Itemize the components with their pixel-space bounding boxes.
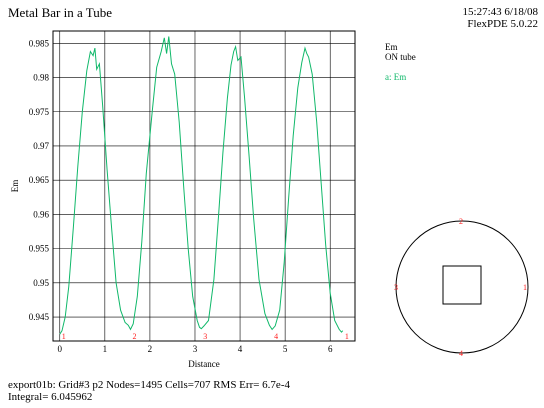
path-markers: 1 2 3 4 1 — [62, 332, 349, 341]
path-marker-label: 1 — [345, 332, 349, 341]
chart-title: Metal Bar in a Tube — [8, 5, 112, 20]
tube-marker-top: 2 — [459, 217, 463, 226]
x-axis-label: Distance — [188, 359, 220, 369]
y-tick-label: 0.985 — [29, 38, 50, 48]
y-tick-label: 0.975 — [29, 107, 50, 117]
x-tick-label: 1 — [103, 344, 108, 354]
axis-ticks: 0.945 0.95 0.955 0.96 0.965 0.97 0.975 0.98 0.98… — [29, 38, 333, 354]
legend-series-entry: a: Em — [385, 72, 407, 82]
series-line-em — [59, 36, 344, 335]
path-marker-label: 3 — [203, 332, 207, 341]
tube-marker-bottom: 4 — [459, 349, 463, 358]
y-tick-label: 0.945 — [29, 312, 50, 322]
legend-title: Em ON tube — [385, 42, 416, 62]
y-tick-label: 0.98 — [33, 73, 49, 83]
x-tick-label: 6 — [328, 344, 333, 354]
y-axis-label: Em — [10, 180, 20, 193]
path-marker-label: 4 — [274, 332, 278, 341]
tube-marker-right: 1 — [523, 283, 527, 292]
grid-lines — [53, 31, 355, 341]
tube-cross-section-diagram: 2 3 1 4 — [394, 217, 529, 358]
x-tick-label: 0 — [58, 344, 63, 354]
x-tick-label: 3 — [193, 344, 198, 354]
y-tick-label: 0.965 — [29, 175, 50, 185]
y-tick-label: 0.97 — [33, 141, 49, 151]
y-tick-label: 0.95 — [33, 278, 49, 288]
tube-circle — [395, 220, 529, 354]
metal-bar-square — [442, 265, 482, 305]
timestamp-version: 15:27:43 6/18/08 FlexPDE 5.0.22 — [462, 6, 538, 30]
x-tick-label: 5 — [283, 344, 288, 354]
x-tick-label: 4 — [238, 344, 243, 354]
tube-marker-left: 3 — [394, 283, 398, 292]
path-marker-label: 1 — [62, 332, 66, 341]
y-tick-label: 0.955 — [29, 244, 50, 254]
integral-value: Integral= 6.045962 — [8, 391, 93, 403]
x-tick-label: 2 — [148, 344, 153, 354]
plot-frame — [52, 30, 356, 342]
path-marker-label: 2 — [133, 332, 137, 341]
run-summary: export01b: Grid#3 p2 Nodes=1495 Cells=70… — [8, 379, 290, 391]
y-tick-label: 0.96 — [33, 209, 49, 219]
